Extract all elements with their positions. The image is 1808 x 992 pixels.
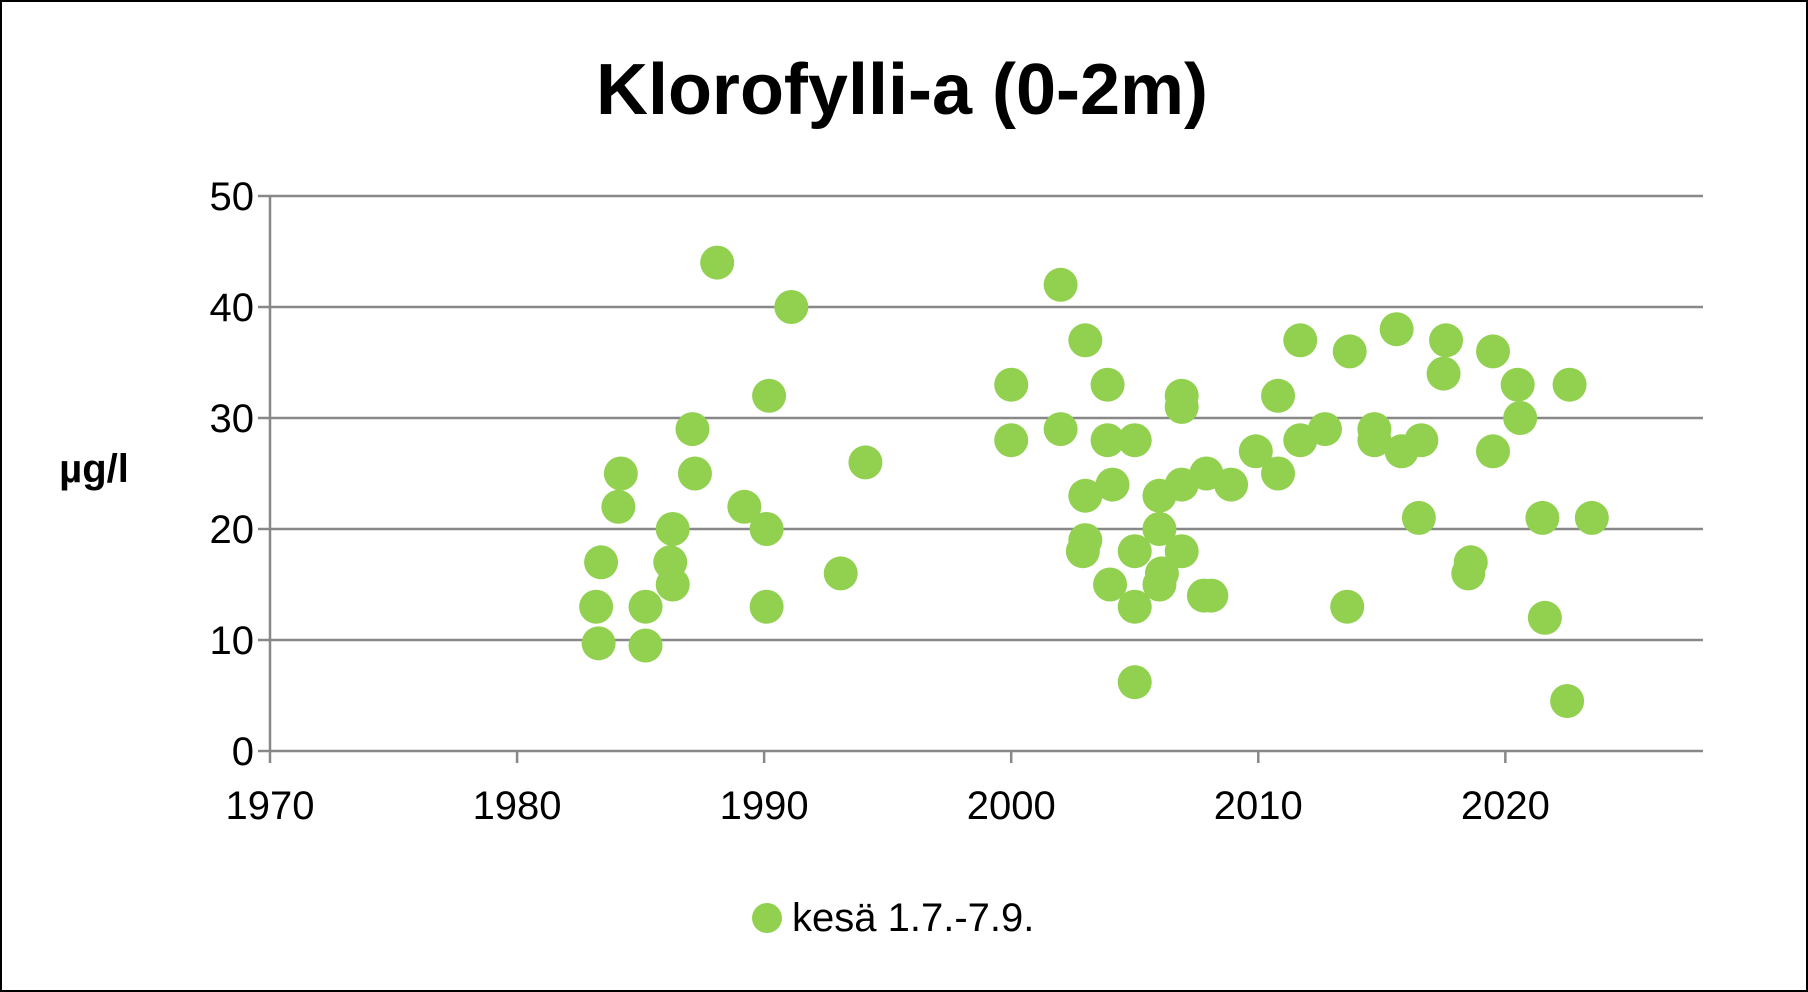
data-point — [1093, 567, 1128, 602]
data-point — [628, 628, 663, 663]
y-tick-label: 40 — [210, 286, 255, 330]
legend-label: kesä 1.7.-7.9. — [792, 895, 1035, 940]
data-point — [749, 589, 784, 624]
y-tick-label: 30 — [210, 397, 255, 441]
data-point — [700, 245, 735, 280]
data-point — [1068, 478, 1103, 513]
data-point — [1429, 323, 1464, 358]
data-point — [1090, 367, 1125, 402]
data-point — [1065, 534, 1100, 569]
y-tick-label: 10 — [210, 619, 255, 663]
data-point — [581, 626, 616, 661]
x-tick-label: 2000 — [967, 784, 1056, 828]
chart-title: Klorofylli-a (0-2m) — [595, 50, 1209, 130]
legend: kesä 1.7.-7.9. — [752, 890, 1034, 946]
data-point — [1574, 500, 1609, 535]
data-point — [1164, 389, 1199, 424]
data-point — [1357, 423, 1392, 458]
data-point — [1117, 589, 1152, 624]
data-point — [848, 445, 883, 480]
data-point — [1142, 567, 1177, 602]
data-point — [1552, 367, 1587, 402]
data-point — [1307, 412, 1342, 447]
y-tick-label: 50 — [210, 175, 255, 219]
data-point — [1043, 412, 1078, 447]
y-axis-label: µg/l — [59, 447, 129, 491]
data-point — [601, 489, 636, 524]
data-point — [677, 456, 712, 491]
data-point — [584, 545, 619, 580]
data-point — [1261, 456, 1296, 491]
data-point — [1164, 534, 1199, 569]
data-point — [1194, 578, 1229, 613]
data-point — [1451, 556, 1486, 591]
data-point — [1214, 467, 1249, 502]
data-point — [727, 489, 762, 524]
data-point — [1550, 684, 1585, 719]
data-point — [579, 589, 614, 624]
data-point — [1117, 665, 1152, 700]
data-point — [1117, 423, 1152, 458]
data-point — [1261, 378, 1296, 413]
data-point — [1401, 500, 1436, 535]
data-point — [1379, 312, 1414, 347]
data-point — [1095, 467, 1130, 502]
data-point — [1426, 356, 1461, 391]
x-tick-label: 1990 — [720, 784, 809, 828]
data-point — [1525, 500, 1560, 535]
data-point — [752, 378, 787, 413]
x-tick-label: 1970 — [226, 784, 315, 828]
data-point — [994, 423, 1029, 458]
data-point — [994, 367, 1029, 402]
data-point — [749, 512, 784, 546]
y-tick-label: 20 — [210, 508, 255, 552]
data-point — [1117, 534, 1152, 569]
data-point — [1068, 323, 1103, 358]
data-point — [1142, 512, 1177, 546]
data-point — [774, 290, 809, 324]
data-point — [1332, 334, 1367, 369]
legend-marker — [752, 903, 782, 933]
y-tick-label: 0 — [232, 730, 254, 774]
data-point — [628, 589, 663, 624]
data-point — [1500, 367, 1535, 402]
data-point — [675, 412, 710, 447]
x-tick-label: 2010 — [1214, 784, 1303, 828]
x-tick-label: 1980 — [473, 784, 562, 828]
data-point — [1238, 434, 1273, 469]
data-point — [1283, 323, 1318, 358]
data-point — [1503, 401, 1538, 435]
data-point — [655, 567, 690, 602]
data-point — [1527, 600, 1562, 635]
data-point — [1404, 423, 1439, 458]
x-tick-label: 2020 — [1461, 784, 1550, 828]
data-point — [1090, 423, 1125, 458]
data-point — [823, 556, 858, 591]
data-point — [1475, 434, 1510, 469]
data-point — [655, 512, 690, 546]
data-point — [1043, 267, 1078, 302]
data-point — [1330, 589, 1365, 624]
data-point — [1475, 334, 1510, 369]
data-point — [603, 456, 638, 491]
